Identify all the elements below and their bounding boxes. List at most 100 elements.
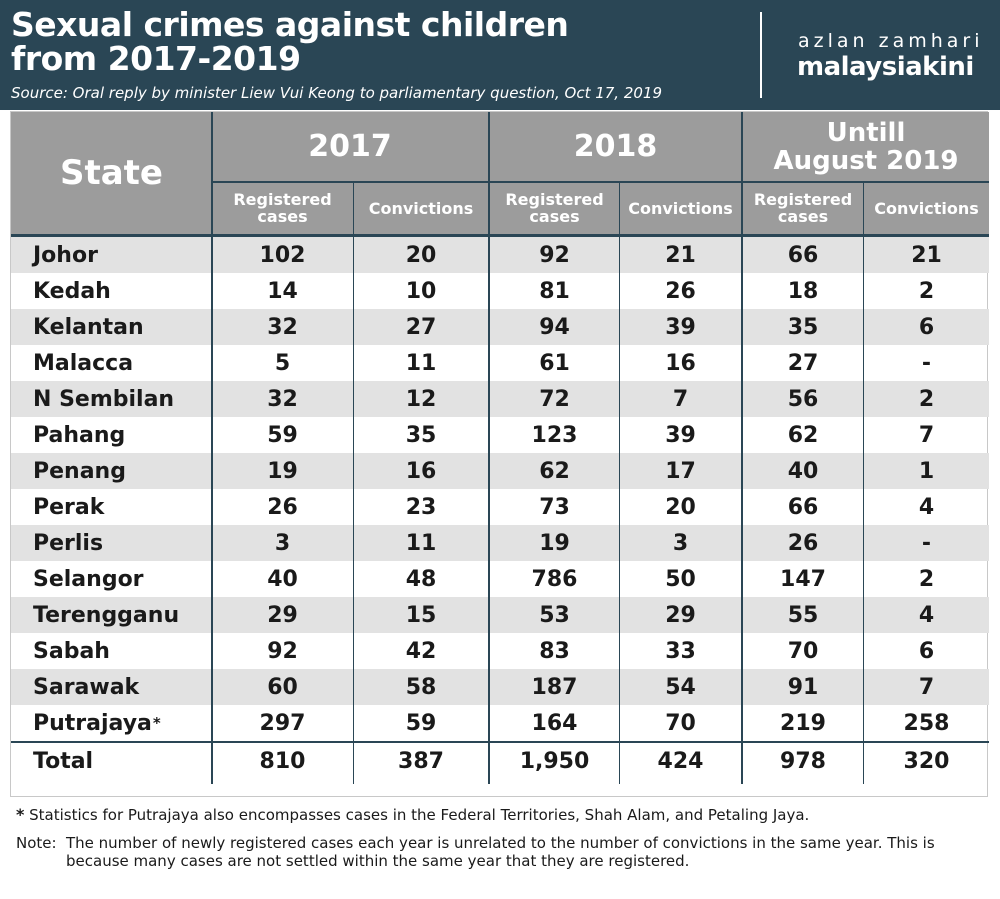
state-name: Penang: [33, 458, 126, 484]
state-name: Malacca: [33, 350, 134, 376]
column-divider: [863, 183, 864, 784]
column-divider: [488, 112, 490, 784]
value-cell: 19: [267, 458, 298, 484]
table-row: Perak 26 23 73 20 66 4: [11, 489, 989, 525]
value-cell: 2: [918, 278, 935, 304]
value-cell: -: [921, 350, 932, 376]
note-text: The number of newly registered cases eac…: [66, 834, 935, 870]
value-cell: 786: [531, 566, 578, 592]
table-row: Putrajaya * 297 59 164 70 219 258: [11, 705, 989, 741]
value-cell: 58: [405, 674, 437, 700]
data-table: State 2017 2018 Untill August 2019 Regis…: [10, 111, 989, 797]
year-header-2019: Untill August 2019: [773, 118, 959, 176]
value-cell: 7: [918, 674, 935, 700]
value-cell: 60: [267, 674, 298, 700]
note-label: Note:: [16, 834, 57, 852]
table-header: [11, 112, 989, 234]
table-row: Johor 102 20 92 21 66 21: [11, 237, 989, 273]
table-row: Selangor 40 48 786 50 147 2: [11, 561, 989, 597]
value-cell: 70: [787, 638, 819, 664]
value-cell: 187: [531, 674, 578, 700]
state-cell: Malacca: [11, 345, 211, 381]
state-name: N Sembilan: [33, 386, 175, 412]
total-label: Total: [33, 748, 94, 774]
value-cell: 26: [787, 530, 819, 556]
value-cell: 3: [274, 530, 291, 556]
state-cell: Pahang: [11, 417, 211, 453]
state-name: Selangor: [33, 566, 144, 592]
column-divider: [353, 183, 354, 784]
source-text: Source: Oral reply by minister Liew Vui …: [11, 84, 663, 102]
value-cell: 6: [918, 638, 935, 664]
state-cell: Kelantan: [11, 309, 211, 345]
value-cell: 61: [539, 350, 570, 376]
title-line-1: Sexual crimes against children: [11, 5, 569, 44]
total-value-cell: 424: [657, 748, 704, 774]
state-cell: Terengganu: [11, 597, 211, 633]
state-cell: Sarawak: [11, 669, 211, 705]
footnote-marker: *: [16, 805, 25, 824]
value-cell: 50: [665, 566, 696, 592]
state-name: Putrajaya: [33, 710, 152, 736]
value-cell: 94: [539, 314, 570, 340]
value-cell: 7: [672, 386, 689, 412]
value-cell: 12: [405, 386, 437, 412]
value-cell: 4: [918, 494, 935, 520]
title-line-2: from 2017-2019: [11, 39, 301, 78]
footnote: * Statistics for Putrajaya also encompas…: [16, 805, 986, 825]
year-header-2017: 2017: [308, 129, 392, 164]
value-cell: 66: [787, 494, 819, 520]
value-cell: 19: [539, 530, 570, 556]
state-cell: Johor: [11, 237, 211, 273]
state-cell: Perlis: [11, 525, 211, 561]
value-cell: 18: [787, 278, 819, 304]
value-cell: 54: [665, 674, 696, 700]
value-cell: 73: [539, 494, 570, 520]
value-cell: 27: [405, 314, 437, 340]
value-cell: 81: [539, 278, 570, 304]
value-cell: 59: [267, 422, 298, 448]
value-cell: 39: [665, 422, 696, 448]
value-cell: 56: [787, 386, 819, 412]
value-cell: 21: [911, 242, 942, 268]
footnote-text: Statistics for Putrajaya also encompasse…: [24, 806, 810, 824]
value-cell: 26: [665, 278, 696, 304]
value-cell: 7: [918, 422, 935, 448]
subheader-convictions-2018: Convictions: [628, 198, 733, 218]
state-cell: Kedah: [11, 273, 211, 309]
value-cell: 15: [405, 602, 437, 628]
value-cell: 17: [665, 458, 696, 484]
year-header-2018: 2018: [573, 129, 658, 164]
value-cell: 32: [267, 386, 298, 412]
state-cell: Penang: [11, 453, 211, 489]
value-cell: 33: [665, 638, 696, 664]
state-column-header: State: [60, 153, 163, 193]
table-row: Malacca 5 11 61 16 27 -: [11, 345, 989, 381]
value-cell: 11: [405, 350, 437, 376]
state-cell: Perak: [11, 489, 211, 525]
brand-divider: [760, 12, 762, 98]
state-name: Johor: [33, 242, 98, 268]
table-row: Kedah 14 10 81 26 18 2: [11, 273, 989, 309]
table-row: Penang 19 16 62 17 40 1: [11, 453, 989, 489]
value-cell: 10: [405, 278, 437, 304]
header-divider-line: [212, 181, 989, 183]
value-cell: 40: [787, 458, 819, 484]
table-row: Kelantan 32 27 94 39 35 6: [11, 309, 989, 345]
value-cell: 40: [267, 566, 298, 592]
value-cell: 92: [539, 242, 570, 268]
value-cell: 59: [405, 710, 437, 736]
value-cell: 2: [918, 566, 935, 592]
table-row: N Sembilan 32 12 72 7 56 2: [11, 381, 989, 417]
total-value-cell: 387: [398, 748, 444, 774]
column-divider: [211, 112, 213, 784]
value-cell: 83: [539, 638, 570, 664]
value-cell: 16: [405, 458, 437, 484]
value-cell: 48: [405, 566, 437, 592]
state-name: Terengganu: [33, 602, 180, 628]
table-row: Sabah 92 42 83 33 70 6: [11, 633, 989, 669]
value-cell: 21: [665, 242, 696, 268]
value-cell: 2: [918, 386, 935, 412]
total-value-cell: 810: [259, 748, 306, 774]
value-cell: 3: [672, 530, 689, 556]
